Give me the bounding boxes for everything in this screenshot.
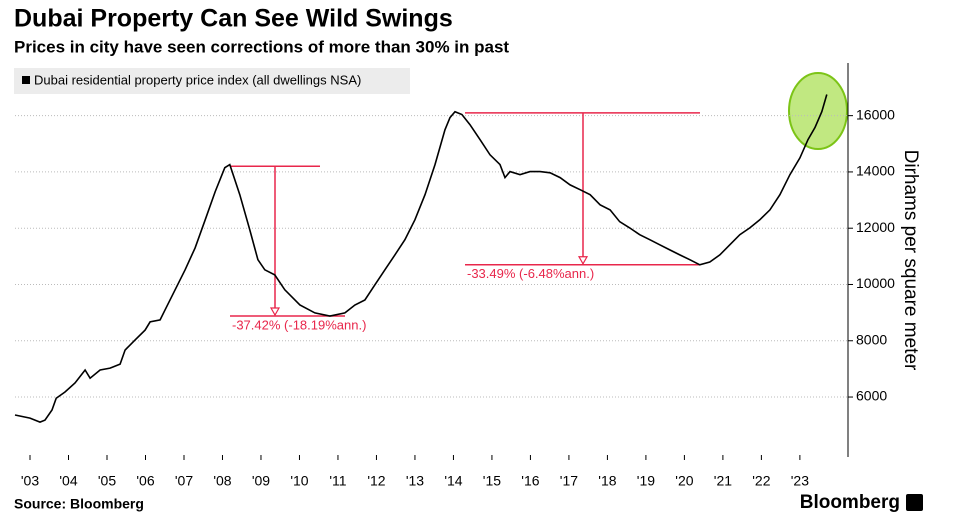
y-tick-label: 10000 xyxy=(856,275,895,291)
brand-icon xyxy=(906,494,923,511)
x-tick-label: '15 xyxy=(483,473,501,489)
chart-title: Dubai Property Can See Wild Swings xyxy=(14,5,453,33)
x-tick-label: '05 xyxy=(98,473,116,489)
price-line xyxy=(14,94,828,423)
arrow-head xyxy=(577,256,589,265)
annotation-label: -37.42% (-18.19%ann.) xyxy=(232,317,366,332)
x-tick-label: '18 xyxy=(598,473,616,489)
x-tick-label: '16 xyxy=(521,473,539,489)
y-axis-label: Dirhams per square meter xyxy=(900,150,921,371)
brand: Bloomberg xyxy=(800,492,900,513)
annotation-label: -33.49% (-6.48%ann.) xyxy=(467,266,594,281)
x-tick-label: '07 xyxy=(175,473,193,489)
highlight-circle xyxy=(788,72,848,150)
x-tick-label: '12 xyxy=(367,473,385,489)
x-tick-label: '17 xyxy=(560,473,578,489)
y-tick-label: 12000 xyxy=(856,219,895,235)
source: Source: Bloomberg xyxy=(14,496,144,512)
x-tick-label: '09 xyxy=(252,473,270,489)
y-tick-label: 6000 xyxy=(856,388,887,404)
x-tick-label: '22 xyxy=(752,473,770,489)
x-tick-label: '06 xyxy=(136,473,154,489)
legend-swatch xyxy=(22,76,30,84)
x-tick-label: '10 xyxy=(290,473,308,489)
y-tick-label: 8000 xyxy=(856,331,887,347)
legend-label: Dubai residential property price index (… xyxy=(34,72,361,87)
x-tick-label: '08 xyxy=(213,473,231,489)
x-tick-label: '21 xyxy=(714,473,732,489)
y-tick-label: 16000 xyxy=(856,106,895,122)
chart-subtitle: Prices in city have seen corrections of … xyxy=(14,37,509,56)
legend-box xyxy=(14,68,410,94)
x-tick-label: '11 xyxy=(329,473,346,489)
x-tick-label: '13 xyxy=(406,473,424,489)
x-tick-label: '14 xyxy=(444,473,462,489)
x-tick-label: '23 xyxy=(791,473,809,489)
x-tick-label: '19 xyxy=(637,473,655,489)
y-tick-label: 14000 xyxy=(856,163,895,179)
x-tick-label: '04 xyxy=(59,473,77,489)
arrow-head xyxy=(269,307,281,317)
x-tick-label: '03 xyxy=(21,473,39,489)
x-tick-label: '20 xyxy=(675,473,693,489)
